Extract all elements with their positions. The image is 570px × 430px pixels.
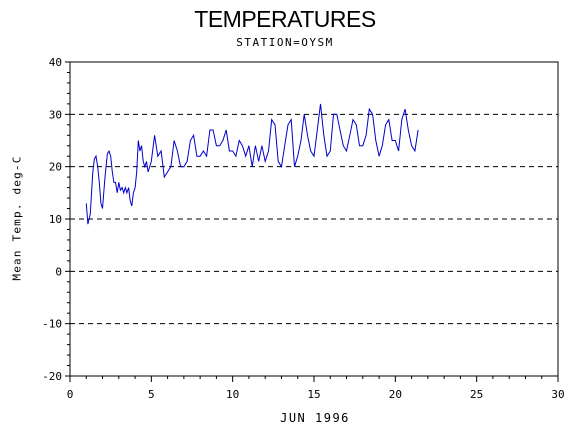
axis-ticks [65,61,559,382]
y-tick-label: -10 [42,318,62,331]
y-axis-label: Mean Temp. deg-C [10,155,24,281]
x-tick-label: 10 [226,388,239,401]
y-tick-label: -20 [42,370,62,383]
series-line [85,103,419,225]
x-tick-label: 25 [470,388,483,401]
chart-title: TEMPERATURES [194,6,376,32]
x-tick-label: 30 [551,388,564,401]
y-tick-label: 30 [49,108,62,121]
y-tick-label: 20 [49,161,62,174]
x-tick-label: 15 [307,388,320,401]
x-axis-label: JUN 1996 [280,411,350,425]
y-tick-label: 40 [49,56,62,69]
x-tick-label: 5 [148,388,155,401]
y-tick-label: 0 [55,265,62,278]
tick-labels: -20 -10 0 10 20 30 40 0 5 10 15 20 25 30 [42,56,565,401]
gridlines [70,61,558,325]
chart-subtitle: STATION=OYSM [236,36,334,49]
x-tick-label: 0 [67,388,74,401]
x-tick-label: 20 [389,388,402,401]
y-tick-label: 10 [49,213,62,226]
